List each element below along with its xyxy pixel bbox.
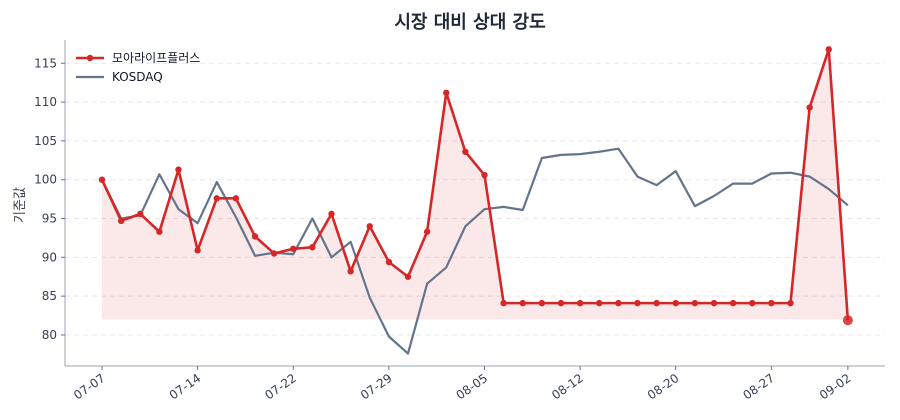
data-point [366, 223, 373, 230]
y-tick-labels: 80 85 90 95 100 105 110 115 [34, 56, 65, 342]
legend-label: KOSDAQ [112, 70, 163, 84]
data-point [710, 299, 718, 307]
data-point [672, 299, 679, 307]
data-point [328, 210, 335, 218]
data-point [213, 195, 220, 202]
data-point [270, 250, 278, 257]
x-tick-label: 07-14 [167, 371, 204, 402]
data-point [251, 233, 259, 240]
data-point [806, 104, 813, 111]
data-point [519, 299, 526, 307]
data-point [347, 268, 354, 275]
y-tick-label: 100 [34, 173, 57, 187]
data-point [137, 210, 144, 218]
data-point [290, 245, 297, 252]
x-tick-label: 09-02 [817, 371, 854, 402]
data-point [98, 176, 106, 183]
y-tick-label: 85 [42, 289, 57, 303]
x-tick-labels: 07-07 07-14 07-22 07-29 08-05 08-12 08-20 08-27… [71, 366, 854, 402]
data-point [309, 244, 316, 251]
data-point [443, 89, 450, 96]
chart-title: 시장 대비 상대 강도 [394, 12, 545, 33]
data-point [596, 299, 603, 307]
data-point [768, 299, 775, 307]
data-point [691, 299, 699, 307]
data-point [825, 46, 832, 53]
x-tick-label: 07-22 [262, 371, 299, 402]
data-point [634, 299, 641, 307]
data-point [615, 299, 622, 307]
relative-area-fill [102, 49, 848, 321]
axes [64, 40, 885, 367]
legend-label: 모아라이프플러스 [112, 51, 200, 65]
data-point [462, 148, 469, 155]
data-point [481, 171, 488, 179]
data-point [175, 166, 182, 173]
data-point [385, 258, 393, 266]
legend-marker [86, 54, 94, 62]
x-tick-label: 07-07 [71, 371, 108, 402]
y-tick-label: 90 [42, 250, 57, 264]
x-tick-label: 08-20 [645, 371, 682, 402]
data-point [729, 299, 737, 307]
data-point [749, 299, 756, 307]
data-point [404, 273, 412, 280]
data-point [557, 299, 565, 307]
x-tick-label: 08-05 [454, 371, 491, 402]
y-tick-label: 105 [34, 134, 57, 148]
data-point [576, 299, 584, 307]
data-point [156, 228, 163, 235]
data-point [538, 299, 546, 307]
series-lines [98, 46, 853, 355]
data-point [232, 195, 240, 202]
y-tick-label: 110 [34, 95, 57, 109]
data-point [842, 315, 853, 326]
x-tick-label: 07-29 [358, 371, 395, 402]
y-tick-label: 115 [34, 56, 57, 70]
area-fill [102, 49, 848, 321]
y-axis-label: 기준값 [13, 187, 28, 223]
data-point [787, 299, 794, 307]
data-point [117, 217, 125, 225]
data-point [194, 247, 201, 254]
y-tick-label: 95 [42, 212, 57, 226]
series-line-stock [100, 48, 850, 321]
x-tick-label: 08-12 [549, 371, 586, 402]
x-tick-label: 08-27 [740, 371, 777, 402]
data-point [500, 299, 507, 307]
data-point [653, 299, 660, 307]
data-point [423, 228, 431, 235]
legend: 모아라이프플러스 KOSDAQ [76, 51, 200, 84]
y-tick-label: 80 [42, 328, 57, 342]
